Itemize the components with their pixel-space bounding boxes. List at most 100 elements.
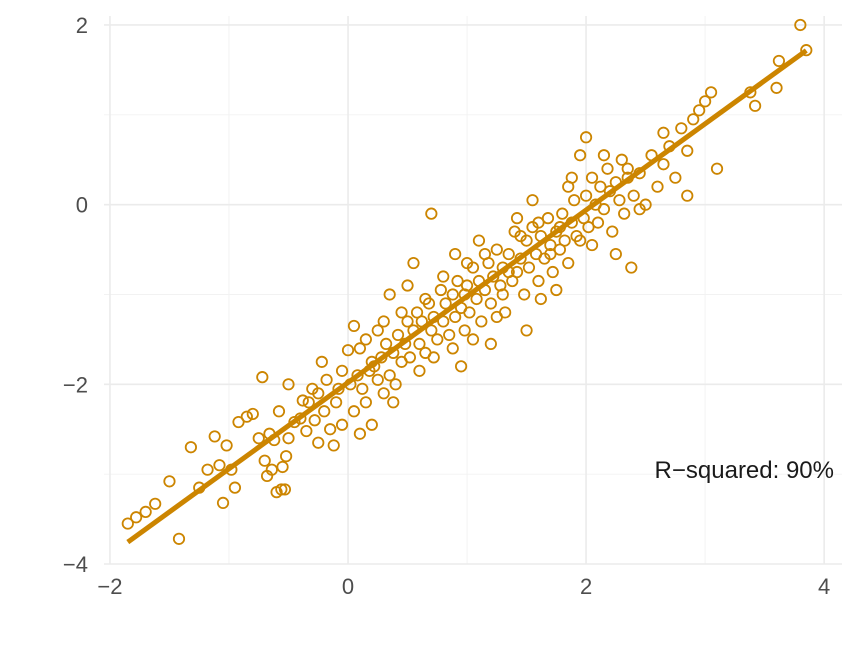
- data-point: [594, 180, 607, 193]
- data-point: [280, 450, 293, 463]
- data-point: [675, 122, 688, 135]
- data-point: [330, 396, 343, 409]
- data-point: [749, 99, 762, 112]
- data-point: [693, 104, 706, 117]
- data-point: [341, 344, 355, 357]
- data-point: [403, 351, 417, 364]
- data-point: [565, 171, 578, 184]
- data-point: [687, 113, 700, 126]
- data-point: [437, 270, 450, 283]
- data-point: [496, 288, 509, 301]
- data-point: [606, 225, 619, 238]
- data-point: [454, 360, 468, 373]
- data-point: [772, 54, 786, 68]
- data-point: [466, 333, 480, 346]
- data-point: [532, 216, 545, 229]
- data-point: [312, 436, 325, 449]
- data-point: [657, 158, 670, 171]
- data-point: [327, 439, 340, 452]
- x-tick-label: 2: [580, 574, 592, 599]
- data-point: [387, 396, 400, 409]
- data-point: [518, 288, 531, 301]
- data-point: [282, 432, 295, 445]
- data-point: [359, 333, 372, 346]
- data-point: [490, 243, 503, 256]
- data-point: [377, 315, 390, 328]
- data-point: [201, 463, 214, 476]
- data-point: [510, 212, 524, 225]
- data-point: [318, 405, 331, 418]
- data-point: [522, 261, 536, 274]
- data-point: [439, 297, 452, 310]
- data-point: [446, 342, 459, 355]
- data-point: [597, 203, 611, 216]
- data-point: [472, 234, 486, 247]
- data-point: [484, 297, 497, 310]
- data-point: [216, 496, 230, 510]
- data-point: [265, 463, 278, 476]
- data-point: [579, 189, 593, 202]
- data-point: [710, 162, 724, 175]
- data-point: [139, 505, 152, 518]
- data-point: [625, 261, 638, 274]
- data-point: [347, 319, 361, 333]
- data-point: [335, 418, 349, 431]
- data-point: [591, 216, 605, 229]
- data-point: [272, 405, 286, 418]
- data-point: [351, 369, 364, 382]
- data-point: [490, 310, 503, 324]
- data-point: [585, 238, 599, 252]
- data-point: [425, 207, 438, 220]
- data-point: [534, 292, 547, 306]
- data-point: [184, 441, 197, 454]
- data-point: [427, 351, 440, 364]
- data-point: [621, 162, 634, 175]
- regression-line: [126, 48, 808, 545]
- data-point: [315, 355, 328, 368]
- data-point: [228, 481, 242, 494]
- data-point: [502, 247, 515, 261]
- data-point: [574, 234, 587, 247]
- data-point: [391, 328, 405, 342]
- data-point: [258, 454, 271, 467]
- data-point: [699, 95, 712, 108]
- data-point: [449, 310, 462, 324]
- y-tick-label: 2: [76, 13, 88, 38]
- data-point: [568, 194, 581, 207]
- data-point: [556, 207, 569, 220]
- data-point: [451, 274, 464, 288]
- data-point: [312, 387, 325, 400]
- data-point: [526, 194, 539, 207]
- data-point: [163, 475, 176, 488]
- data-point: [475, 315, 488, 328]
- data-point: [220, 439, 233, 452]
- x-tick-label: 4: [818, 574, 830, 599]
- data-point: [213, 459, 226, 472]
- data-point: [546, 265, 559, 279]
- data-point: [794, 18, 807, 32]
- data-point: [208, 430, 221, 443]
- data-point: [282, 378, 295, 391]
- data-point: [615, 153, 628, 166]
- data-point: [172, 532, 186, 545]
- x-tick-label: 0: [342, 574, 354, 599]
- data-point: [434, 283, 447, 297]
- data-point: [541, 212, 555, 225]
- data-point: [419, 292, 432, 306]
- data-point: [460, 256, 474, 270]
- data-point: [601, 162, 614, 175]
- data-point: [256, 371, 269, 384]
- data-point: [401, 279, 414, 292]
- data-point: [308, 414, 321, 427]
- data-point: [463, 306, 476, 319]
- data-point: [359, 396, 372, 409]
- data-point: [335, 364, 349, 377]
- data-point: [582, 221, 595, 234]
- data-point: [232, 415, 245, 429]
- x-tick-label: −2: [97, 574, 122, 599]
- data-point: [383, 369, 396, 382]
- data-point: [562, 256, 575, 270]
- data-point: [681, 144, 694, 157]
- data-point: [550, 283, 563, 297]
